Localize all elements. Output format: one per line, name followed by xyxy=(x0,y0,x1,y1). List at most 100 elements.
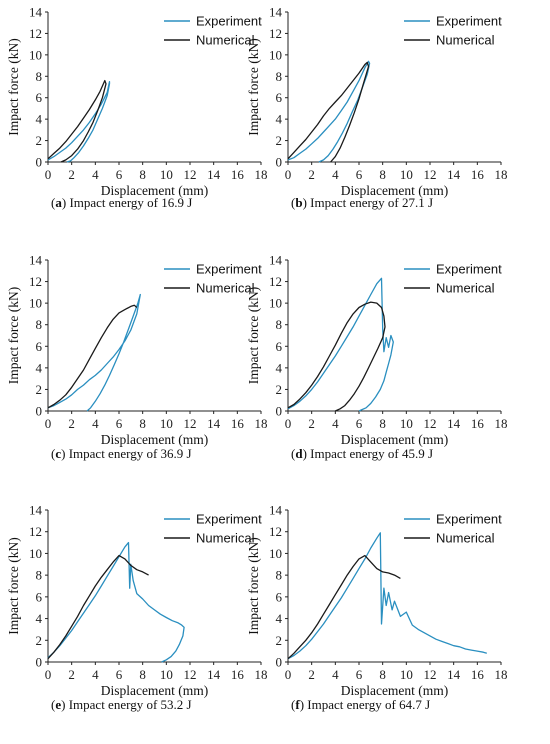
panel-caption: (d) Impact energy of 45.9 J xyxy=(291,446,433,461)
legend-label-numerical: Numerical xyxy=(196,281,255,296)
y-tick-label: 6 xyxy=(36,339,43,354)
panel-caption-close: ) xyxy=(61,446,69,461)
x-tick-label: 0 xyxy=(285,167,292,182)
x-tick-label: 6 xyxy=(116,667,123,682)
y-tick-label: 8 xyxy=(276,568,283,583)
x-tick-label: 16 xyxy=(471,416,485,431)
x-tick-label: 2 xyxy=(68,167,75,182)
legend-label-numerical: Numerical xyxy=(436,281,495,296)
y-tick-label: 10 xyxy=(269,296,282,311)
y-tick-label: 2 xyxy=(36,133,43,148)
legend-label-experiment: Experiment xyxy=(196,14,262,29)
panel-caption: (e) Impact energy of 53.2 J xyxy=(51,697,192,712)
y-tick-label: 0 xyxy=(36,404,43,419)
x-tick-label: 18 xyxy=(255,667,268,682)
y-axis-title: Impact force (kN) xyxy=(246,287,261,384)
x-tick-label: 0 xyxy=(285,667,292,682)
y-tick-label: 12 xyxy=(269,26,282,41)
x-tick-label: 8 xyxy=(139,667,146,682)
x-axis-title: Displacement (mm) xyxy=(101,183,209,198)
y-tick-label: 4 xyxy=(36,112,43,127)
y-tick-label: 4 xyxy=(276,360,283,375)
y-tick-label: 10 xyxy=(29,546,42,561)
panel-caption-letter: d xyxy=(295,446,303,461)
series-line-numerical xyxy=(287,554,401,660)
series-line-experiment xyxy=(287,532,487,660)
panel-caption-text: Impact energy of 16.9 J xyxy=(69,195,192,210)
legend-label-numerical: Numerical xyxy=(196,33,255,48)
panel-caption-tag: ( xyxy=(291,697,295,712)
y-tick-label: 2 xyxy=(36,633,43,648)
x-tick-label: 6 xyxy=(116,416,123,431)
x-tick-label: 10 xyxy=(160,416,173,431)
panel-caption-letter: f xyxy=(295,697,300,712)
x-tick-label: 12 xyxy=(424,667,437,682)
x-tick-label: 12 xyxy=(184,167,197,182)
chart-panel-e: 0 2 4 6 8 10 12 14 0 2 4 6 8 10 12 14 16 18 Displacement (… xyxy=(6,503,268,713)
x-tick-label: 0 xyxy=(285,416,292,431)
y-tick-label: 2 xyxy=(276,633,283,648)
x-tick-label: 14 xyxy=(447,416,461,431)
panel-caption-text: Impact energy of 36.9 J xyxy=(69,446,192,461)
legend-label-numerical: Numerical xyxy=(196,531,255,546)
y-tick-label: 4 xyxy=(36,360,43,375)
x-tick-label: 12 xyxy=(424,416,437,431)
x-tick-label: 8 xyxy=(379,167,386,182)
x-tick-label: 16 xyxy=(471,667,485,682)
series-line-experiment xyxy=(287,277,394,412)
panel-caption-letter: a xyxy=(55,195,62,210)
y-tick-label: 10 xyxy=(269,47,282,62)
x-tick-label: 8 xyxy=(379,667,386,682)
x-tick-label: 16 xyxy=(471,167,485,182)
x-axis-title: Displacement (mm) xyxy=(341,432,449,447)
x-tick-label: 0 xyxy=(45,416,52,431)
x-tick-label: 4 xyxy=(92,416,99,431)
y-tick-label: 0 xyxy=(36,155,43,170)
y-axis-title: Impact force (kN) xyxy=(246,537,261,634)
x-tick-label: 8 xyxy=(379,416,386,431)
legend-label-experiment: Experiment xyxy=(196,262,262,277)
panel-caption: (b) Impact energy of 27.1 J xyxy=(291,195,433,210)
legend-label-experiment: Experiment xyxy=(436,14,502,29)
x-tick-label: 8 xyxy=(139,416,146,431)
y-tick-label: 8 xyxy=(36,69,43,84)
y-tick-label: 10 xyxy=(29,47,42,62)
chart-panel-c: 0 2 4 6 8 10 12 14 0 2 4 6 8 10 12 14 16 18 Displacement (… xyxy=(6,253,268,462)
y-tick-label: 12 xyxy=(29,274,42,289)
x-tick-label: 10 xyxy=(400,167,413,182)
x-tick-label: 12 xyxy=(424,167,437,182)
x-axis-title: Displacement (mm) xyxy=(341,183,449,198)
x-tick-label: 10 xyxy=(400,667,413,682)
panel-caption-close: ) xyxy=(61,697,69,712)
series-line-numerical xyxy=(47,554,149,660)
legend-label-experiment: Experiment xyxy=(436,262,502,277)
legend-label-numerical: Numerical xyxy=(436,531,495,546)
y-tick-label: 6 xyxy=(276,90,283,105)
y-tick-label: 8 xyxy=(36,568,43,583)
x-tick-label: 10 xyxy=(160,167,173,182)
y-tick-label: 6 xyxy=(276,339,283,354)
x-tick-label: 18 xyxy=(495,416,508,431)
series-line-numerical xyxy=(47,304,138,409)
y-tick-label: 4 xyxy=(276,611,283,626)
x-tick-label: 2 xyxy=(68,667,75,682)
series-line-numerical xyxy=(47,79,107,163)
y-tick-label: 6 xyxy=(276,589,283,604)
y-axis-title: Impact force (kN) xyxy=(6,537,21,634)
series-line-numerical xyxy=(287,61,370,163)
panel-caption-text: Impact energy of 53.2 J xyxy=(69,697,192,712)
chart-panel-a: 0 2 4 6 8 10 12 14 0 2 4 6 8 10 12 14 16 18 Displacement (… xyxy=(6,5,268,211)
chart-panel-d: 0 2 4 6 8 10 12 14 0 2 4 6 8 10 12 14 16 18 Displacement (… xyxy=(246,253,508,462)
y-tick-label: 8 xyxy=(276,69,283,84)
series-line-experiment xyxy=(47,541,185,663)
x-tick-label: 2 xyxy=(308,416,315,431)
y-tick-label: 14 xyxy=(29,5,43,20)
y-axis-title: Impact force (kN) xyxy=(246,38,261,135)
x-tick-label: 6 xyxy=(356,667,363,682)
y-tick-label: 14 xyxy=(269,5,283,20)
y-tick-label: 12 xyxy=(269,524,282,539)
panel-caption-close: ) xyxy=(303,195,311,210)
x-tick-label: 2 xyxy=(68,416,75,431)
y-tick-label: 12 xyxy=(269,274,282,289)
y-axis-title: Impact force (kN) xyxy=(6,287,21,384)
